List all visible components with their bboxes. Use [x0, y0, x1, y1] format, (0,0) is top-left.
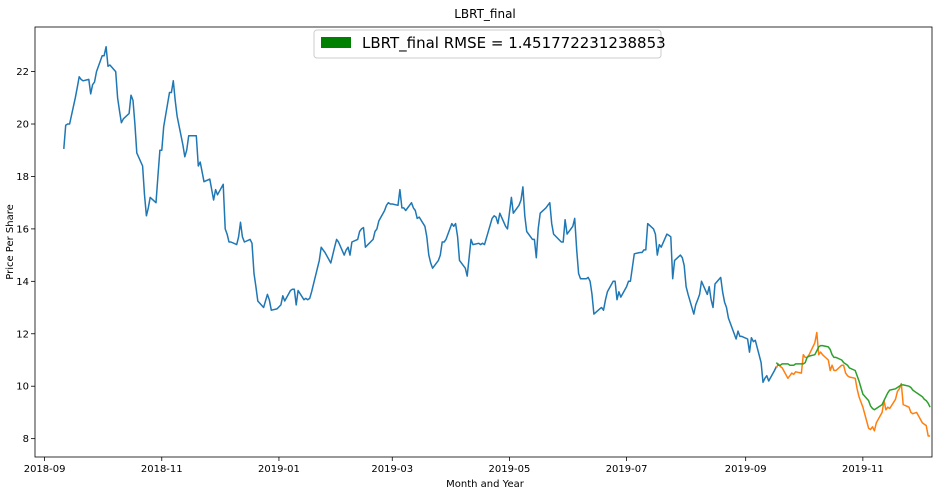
y-tick-label: 18 — [16, 172, 29, 183]
legend-swatch — [321, 37, 351, 48]
chart-title: LBRT_final — [454, 7, 516, 21]
x-tick-label: 2019-11 — [842, 464, 884, 475]
legend-label: LBRT_final RMSE = 1.451772231238853 — [362, 34, 666, 53]
x-tick-label: 2019-07 — [606, 464, 648, 475]
x-tick-label: 2018-11 — [141, 464, 183, 475]
legend-box — [313, 29, 662, 59]
y-tick-label: 14 — [16, 277, 29, 288]
x-tick-label: 2018-09 — [24, 464, 66, 475]
x-tick-label: 2019-09 — [725, 464, 767, 475]
x-tick-label: 2019-05 — [489, 464, 531, 475]
series-line-3 — [775, 344, 931, 411]
y-axis: 8 10 12 14 16 18 20 22 — [16, 67, 35, 445]
x-axis-title: Month and Year — [446, 479, 525, 490]
y-tick-label: 8 — [23, 434, 29, 445]
y-tick-label: 22 — [16, 67, 29, 78]
y-tick-label: 10 — [16, 382, 29, 393]
plot-area — [34, 26, 933, 458]
legend: LBRT_final RMSE = 1.451772231238853 — [313, 29, 666, 59]
y-tick-label: 12 — [16, 329, 29, 340]
y-tick-label: 16 — [16, 224, 29, 235]
y-axis-title: Price Per Share — [5, 204, 16, 280]
x-tick-label: 2019-03 — [371, 464, 413, 475]
x-axis: 2018-09 2018-11 2019-01 2019-03 2019-05 2019-… — [24, 457, 884, 475]
x-tick-label: 2019-01 — [258, 464, 300, 475]
series-layer — [63, 45, 931, 437]
y-tick-label: 20 — [16, 120, 29, 131]
series-line-1 — [63, 45, 778, 384]
